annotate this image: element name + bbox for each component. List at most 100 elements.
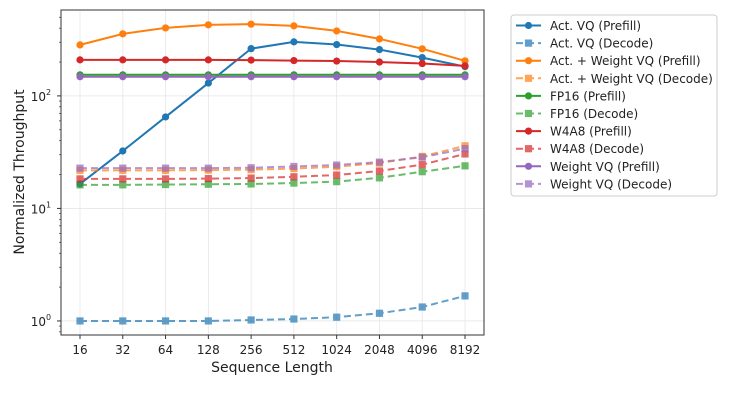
- data-point: [204, 164, 212, 172]
- data-point: [418, 53, 426, 62]
- legend-item: [516, 57, 541, 65]
- legend-item: [516, 109, 541, 118]
- data-point: [290, 22, 298, 30]
- series-w4a8-prefill: [76, 56, 469, 70]
- data-point: [119, 30, 127, 38]
- data-point: [418, 161, 426, 169]
- legend-label: Act. VQ (Decode): [550, 37, 653, 51]
- x-tick-label: 64: [158, 343, 173, 357]
- data-point: [375, 35, 384, 43]
- x-tick-label: 128: [197, 343, 220, 357]
- data-point: [461, 162, 469, 170]
- series-w4a8-decode: [76, 150, 469, 183]
- data-point: [161, 317, 170, 325]
- data-point: [461, 292, 469, 300]
- legend-item: [516, 74, 541, 82]
- legend-marker: [524, 57, 533, 65]
- data-point: [418, 73, 426, 81]
- data-point: [247, 73, 255, 81]
- series-weight-vq-decode: [76, 145, 469, 172]
- x-axis: 16 32 64 128 256 512 1024 2048 4096 8192: [72, 335, 480, 357]
- data-point: [76, 175, 84, 183]
- data-point: [119, 147, 127, 155]
- data-point: [290, 162, 298, 171]
- legend-marker: [524, 39, 533, 47]
- data-point: [204, 73, 212, 81]
- data-point: [418, 45, 426, 53]
- data-point: [161, 180, 170, 189]
- data-point: [161, 24, 170, 32]
- data-point: [204, 175, 212, 183]
- legend-item: [516, 127, 541, 135]
- data-point: [247, 56, 255, 64]
- data-point: [375, 58, 384, 66]
- data-point: [76, 164, 84, 172]
- legend-marker: [524, 109, 533, 118]
- y-tick-label: 10: [31, 202, 46, 216]
- data-point: [375, 174, 384, 182]
- data-point: [247, 180, 255, 188]
- data-point: [375, 73, 384, 81]
- series-layer: [76, 20, 469, 325]
- legend-label: FP16 (Prefill): [550, 89, 626, 103]
- y-tick-label: 10: [31, 315, 46, 329]
- legend-marker: [524, 162, 533, 170]
- data-point: [290, 173, 298, 181]
- data-point: [204, 56, 212, 64]
- data-point: [461, 62, 469, 70]
- y-tick-exponent: 1: [46, 200, 51, 209]
- x-axis-label: Sequence Length: [211, 360, 333, 376]
- y-tick-label: 10: [31, 90, 46, 104]
- data-point: [290, 73, 298, 81]
- legend-label: FP16 (Decode): [550, 107, 638, 121]
- legend-item: [516, 162, 541, 170]
- legend-marker: [524, 127, 533, 135]
- data-point: [333, 27, 341, 35]
- data-point: [204, 21, 212, 29]
- data-point: [375, 309, 384, 317]
- series-act-weight-vq-prefill: [76, 20, 469, 65]
- data-point: [76, 181, 84, 189]
- legend-item: [516, 180, 541, 188]
- data-point: [333, 178, 341, 186]
- data-point: [76, 41, 84, 49]
- legend: Act. VQ (Prefill) Act. VQ (Decode) Act. + …: [510, 14, 718, 197]
- data-point: [247, 174, 255, 182]
- data-point: [333, 73, 341, 81]
- x-tick-label: 16: [72, 343, 87, 357]
- data-point: [119, 73, 127, 81]
- data-point: [375, 167, 384, 175]
- x-tick-label: 8192: [450, 343, 481, 357]
- legend-marker: [524, 21, 533, 30]
- data-point: [333, 40, 341, 49]
- data-point: [375, 45, 384, 54]
- series-line: [79, 40, 466, 185]
- legend-label: Act. + Weight VQ (Prefill): [550, 54, 701, 68]
- legend-label: W4A8 (Prefill): [550, 125, 632, 139]
- data-point: [76, 317, 84, 325]
- series-act-vq-decode: [76, 292, 469, 325]
- data-point: [161, 175, 170, 183]
- data-point: [204, 317, 212, 325]
- legend-box: [510, 14, 718, 197]
- x-tick-label: 4096: [407, 343, 438, 357]
- legend-marker: [524, 145, 533, 153]
- data-point: [247, 20, 255, 28]
- data-point: [161, 56, 170, 64]
- data-point: [290, 315, 298, 323]
- data-point: [119, 56, 127, 64]
- data-point: [461, 73, 469, 81]
- legend-marker: [524, 180, 533, 188]
- x-tick-label: 256: [240, 343, 263, 357]
- y-tick-exponent: 0: [46, 313, 51, 322]
- data-point: [204, 180, 212, 188]
- series-line: [79, 23, 466, 62]
- data-point: [119, 175, 127, 183]
- x-tick-label: 512: [282, 343, 305, 357]
- series-line: [80, 58, 466, 67]
- data-point: [461, 57, 469, 65]
- series-line: [80, 152, 466, 180]
- data-point: [290, 56, 298, 65]
- data-point: [333, 313, 341, 321]
